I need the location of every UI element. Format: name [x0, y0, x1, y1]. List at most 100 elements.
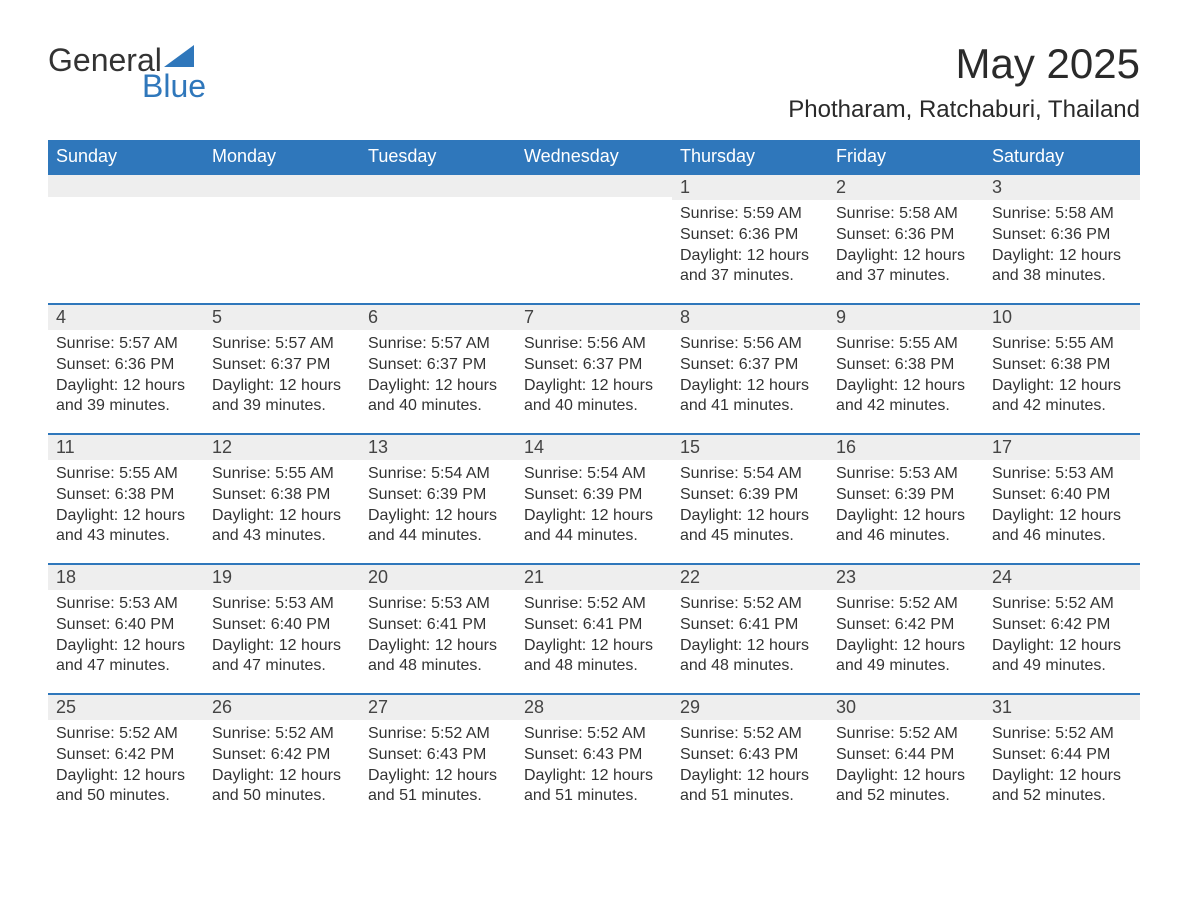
calendar-cell: 5Sunrise: 5:57 AMSunset: 6:37 PMDaylight… [204, 303, 360, 433]
sunrise-line-label: Sunrise: [836, 205, 899, 222]
sunset-line-value: 6:39 PM [739, 486, 799, 503]
sunrise-line-label: Sunrise: [680, 595, 743, 612]
sunrise-line-value: 5:52 AM [587, 725, 646, 742]
page-title: May 2025 [788, 40, 1140, 88]
calendar-cell: 14Sunrise: 5:54 AMSunset: 6:39 PMDayligh… [516, 433, 672, 563]
page-header: General Blue May 2025 Photharam, Ratchab… [48, 40, 1140, 134]
sunset-line-value: 6:38 PM [895, 356, 955, 373]
sunset-line: Sunset: 6:42 PM [212, 745, 352, 766]
day-number: 7 [516, 303, 672, 330]
sunrise-line: Sunrise: 5:57 AM [368, 334, 508, 355]
sunrise-line: Sunrise: 5:53 AM [56, 594, 196, 615]
sunset-line-label: Sunset: [368, 486, 427, 503]
day-number: 31 [984, 693, 1140, 720]
sunset-line: Sunset: 6:37 PM [680, 355, 820, 376]
day-body: Sunrise: 5:53 AMSunset: 6:40 PMDaylight:… [204, 590, 360, 687]
calendar-cell: 29Sunrise: 5:52 AMSunset: 6:43 PMDayligh… [672, 693, 828, 823]
calendar-week-row: 1Sunrise: 5:59 AMSunset: 6:36 PMDaylight… [48, 173, 1140, 303]
sunrise-line-label: Sunrise: [56, 725, 119, 742]
sunrise-line-value: 5:54 AM [743, 465, 802, 482]
sunset-line-value: 6:37 PM [427, 356, 487, 373]
sunset-line-label: Sunset: [836, 356, 895, 373]
day-body: Sunrise: 5:52 AMSunset: 6:42 PMDaylight:… [204, 720, 360, 817]
sunset-line-value: 6:38 PM [271, 486, 331, 503]
daylight-line-label: Daylight: [836, 507, 903, 524]
day-body: Sunrise: 5:55 AMSunset: 6:38 PMDaylight:… [204, 460, 360, 557]
sunset-line: Sunset: 6:38 PM [836, 355, 976, 376]
day-number: 19 [204, 563, 360, 590]
calendar-cell [204, 173, 360, 303]
daylight-line-label: Daylight: [680, 637, 747, 654]
sunrise-line-value: 5:55 AM [899, 335, 958, 352]
daylight-line: Daylight: 12 hours and 52 minutes. [992, 766, 1132, 808]
day-number: 27 [360, 693, 516, 720]
sunrise-line-value: 5:52 AM [743, 725, 802, 742]
calendar-cell: 3Sunrise: 5:58 AMSunset: 6:36 PMDaylight… [984, 173, 1140, 303]
sunset-line-value: 6:40 PM [1051, 486, 1111, 503]
daylight-line: Daylight: 12 hours and 45 minutes. [680, 506, 820, 548]
day-body: Sunrise: 5:52 AMSunset: 6:41 PMDaylight:… [516, 590, 672, 687]
daylight-line-label: Daylight: [680, 377, 747, 394]
day-number: 18 [48, 563, 204, 590]
sunrise-line-label: Sunrise: [368, 595, 431, 612]
sunset-line-label: Sunset: [992, 486, 1051, 503]
logo: General Blue [48, 40, 206, 102]
day-body: Sunrise: 5:52 AMSunset: 6:42 PMDaylight:… [984, 590, 1140, 687]
sunset-line: Sunset: 6:36 PM [56, 355, 196, 376]
sunrise-line-label: Sunrise: [680, 465, 743, 482]
daylight-line-label: Daylight: [992, 247, 1059, 264]
sunrise-line: Sunrise: 5:53 AM [212, 594, 352, 615]
sunrise-line-label: Sunrise: [992, 725, 1055, 742]
sunset-line-label: Sunset: [836, 616, 895, 633]
sunrise-line-value: 5:57 AM [275, 335, 334, 352]
sunrise-line: Sunrise: 5:52 AM [212, 724, 352, 745]
sunrise-line-label: Sunrise: [680, 335, 743, 352]
day-body: Sunrise: 5:59 AMSunset: 6:36 PMDaylight:… [672, 200, 828, 297]
sunset-line-label: Sunset: [836, 226, 895, 243]
daylight-line-label: Daylight: [212, 637, 279, 654]
daylight-line: Daylight: 12 hours and 42 minutes. [836, 376, 976, 418]
daylight-line: Daylight: 12 hours and 40 minutes. [368, 376, 508, 418]
daylight-line-label: Daylight: [992, 767, 1059, 784]
day-number: 17 [984, 433, 1140, 460]
sunset-line: Sunset: 6:36 PM [992, 225, 1132, 246]
daylight-line-label: Daylight: [836, 247, 903, 264]
sunrise-line-label: Sunrise: [56, 335, 119, 352]
day-body: Sunrise: 5:52 AMSunset: 6:43 PMDaylight:… [672, 720, 828, 817]
sunset-line-label: Sunset: [56, 746, 115, 763]
day-number [516, 173, 672, 197]
calendar-table: SundayMondayTuesdayWednesdayThursdayFrid… [48, 140, 1140, 823]
sunset-line-label: Sunset: [524, 356, 583, 373]
day-number: 5 [204, 303, 360, 330]
sunrise-line: Sunrise: 5:52 AM [836, 594, 976, 615]
daylight-line: Daylight: 12 hours and 44 minutes. [368, 506, 508, 548]
calendar-cell: 27Sunrise: 5:52 AMSunset: 6:43 PMDayligh… [360, 693, 516, 823]
day-number: 25 [48, 693, 204, 720]
calendar-cell: 25Sunrise: 5:52 AMSunset: 6:42 PMDayligh… [48, 693, 204, 823]
calendar-cell [48, 173, 204, 303]
sunrise-line-value: 5:56 AM [587, 335, 646, 352]
sunrise-line-label: Sunrise: [524, 595, 587, 612]
sunset-line: Sunset: 6:43 PM [680, 745, 820, 766]
calendar-cell: 24Sunrise: 5:52 AMSunset: 6:42 PMDayligh… [984, 563, 1140, 693]
sunset-line-label: Sunset: [680, 746, 739, 763]
sunset-line: Sunset: 6:41 PM [680, 615, 820, 636]
sunset-line-label: Sunset: [992, 356, 1051, 373]
sunset-line-value: 6:38 PM [115, 486, 175, 503]
day-body: Sunrise: 5:55 AMSunset: 6:38 PMDaylight:… [48, 460, 204, 557]
weekday-header-row: SundayMondayTuesdayWednesdayThursdayFrid… [48, 140, 1140, 173]
day-body: Sunrise: 5:56 AMSunset: 6:37 PMDaylight:… [516, 330, 672, 427]
sunrise-line-value: 5:52 AM [899, 725, 958, 742]
sunset-line-value: 6:39 PM [427, 486, 487, 503]
day-number: 14 [516, 433, 672, 460]
sunset-line-value: 6:39 PM [583, 486, 643, 503]
sunrise-line: Sunrise: 5:54 AM [524, 464, 664, 485]
sunset-line: Sunset: 6:42 PM [992, 615, 1132, 636]
calendar-cell: 20Sunrise: 5:53 AMSunset: 6:41 PMDayligh… [360, 563, 516, 693]
day-number: 15 [672, 433, 828, 460]
calendar-week-row: 11Sunrise: 5:55 AMSunset: 6:38 PMDayligh… [48, 433, 1140, 563]
sunset-line-value: 6:43 PM [427, 746, 487, 763]
calendar-cell: 4Sunrise: 5:57 AMSunset: 6:36 PMDaylight… [48, 303, 204, 433]
daylight-line: Daylight: 12 hours and 37 minutes. [836, 246, 976, 288]
sunset-line-label: Sunset: [212, 746, 271, 763]
